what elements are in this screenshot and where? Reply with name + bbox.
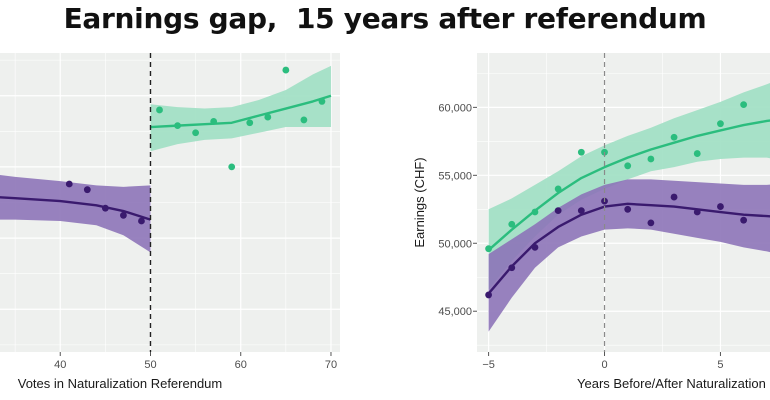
right-treated-data-point [624,162,632,170]
right-control-confidence-band [488,179,770,332]
right-treated-data-point [647,155,655,163]
right-control-data-point [554,207,562,215]
right-treated-data-point [531,208,539,216]
left-x-tick-label: 40 [54,359,66,371]
right-treated-data-point [717,120,724,128]
right-treated-fit-line [487,119,770,251]
right-y-tick-label: 45,000 [438,306,472,318]
left-treated-data-point [174,122,181,130]
left-control-data-point [120,211,127,219]
right-treated-data-point [577,148,585,156]
right-y-tick-label: 55,000 [438,170,472,182]
right-control-data-point [647,219,655,227]
left-control-data-point [83,186,91,194]
right-control-data-point [693,208,701,216]
right-control-data-point [531,243,539,251]
right-control-data-point [717,203,724,210]
right-y-tick-label: 60,000 [438,102,472,114]
right-x-tick-label: 0 [601,359,607,371]
right-y-axis-label: Earnings (CHF) [412,157,427,247]
left-x-axis-label: Votes in Naturalization Referendum [18,376,223,391]
chart-title: Earnings gap, 15 years after referendum [63,2,707,35]
right-y-tick-label: 50,000 [438,238,472,250]
right-control-data-point [624,205,632,213]
left-treated-data-point [210,117,218,125]
left-treated-data-point [264,113,272,121]
left-control-data-point [101,204,109,212]
right-x-tick-label: 5 [717,359,723,371]
left-treated-data-point [156,106,163,114]
left-treated-data-point [300,116,308,124]
right-control-data-point [577,207,585,215]
right-treated-data-point [693,150,701,157]
right-treated-data-point [554,185,562,193]
left-treated-data-point [318,98,326,105]
left-x-tick-label: 70 [325,359,337,371]
right-treated-data-point [485,245,492,253]
left-control-confidence-band [0,174,151,253]
left-control-data-point [138,217,145,225]
left-control-fit-line [0,196,151,221]
left-treated-data-point [282,66,290,74]
left-panel: 40 50 60 70 Votes in Naturalization Referend… [0,53,340,391]
left-treated-fit-line [150,94,332,129]
left-treated-data-point [228,163,236,171]
right-treated-data-point [740,101,748,109]
left-treated-data-point [192,129,200,137]
left-x-tick-label: 60 [235,359,247,371]
right-treated-data-point [508,220,516,228]
left-control-data-point [65,180,73,188]
right-panel: −5 0 5 45,000 50,000 55,000 60,000 Years Before… [412,53,770,391]
right-treated-data-point [670,133,678,141]
right-control-fit-line [487,202,770,295]
right-control-data-point [670,193,678,201]
left-x-tick-label: 50 [144,359,156,371]
right-control-data-point [740,216,748,224]
right-control-data-point [508,264,516,272]
right-x-axis-label: Years Before/After Naturalization [577,376,766,391]
right-control-data-point [485,291,492,299]
left-treated-data-point [246,119,254,127]
right-x-tick-label: −5 [482,359,495,371]
